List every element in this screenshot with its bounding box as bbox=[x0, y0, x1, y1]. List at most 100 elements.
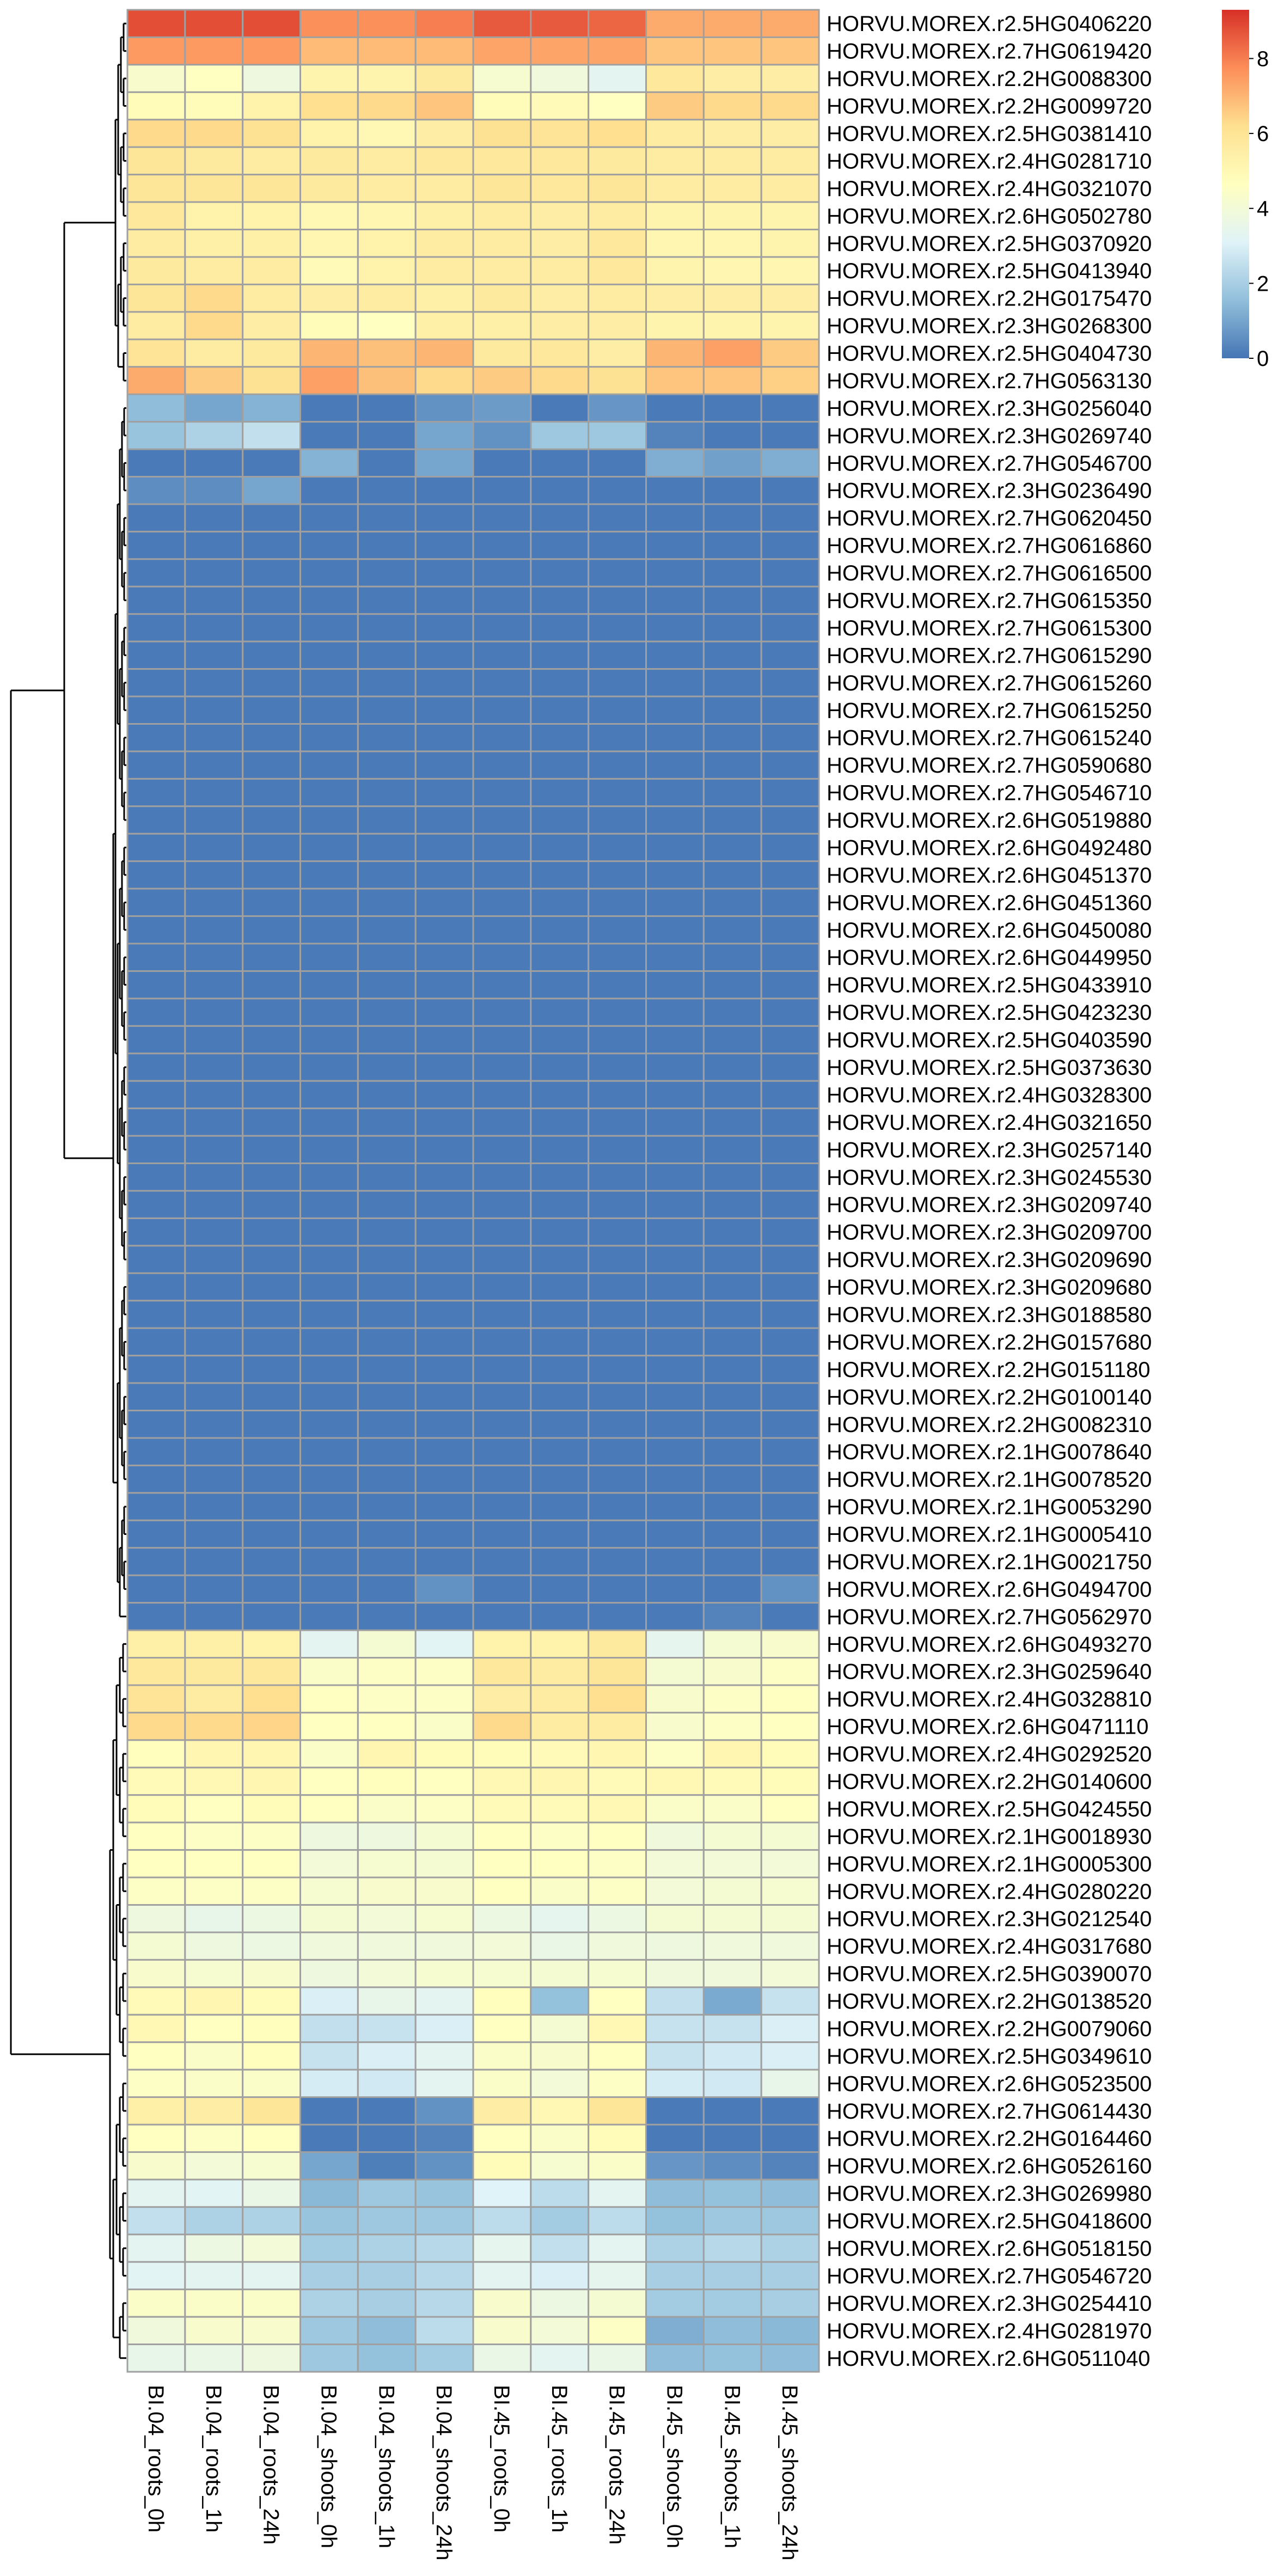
heatmap-cell bbox=[645, 613, 705, 643]
legend-tick-label: 6 bbox=[1257, 122, 1269, 146]
row-label: HORVU.MOREX.r2.6HG0449950 bbox=[827, 946, 1152, 970]
heatmap-cell bbox=[760, 1108, 820, 1137]
heatmap-cell bbox=[299, 1437, 359, 1466]
heatmap-cell bbox=[702, 1986, 762, 2016]
heatmap-cell bbox=[472, 256, 532, 285]
heatmap-cell bbox=[760, 1519, 820, 1549]
heatmap-cell bbox=[760, 393, 820, 423]
heatmap-cell bbox=[242, 833, 302, 862]
heatmap-cell bbox=[530, 1327, 590, 1357]
heatmap-cell bbox=[357, 998, 417, 1027]
heatmap-cell bbox=[530, 9, 590, 38]
heatmap-cell bbox=[760, 1464, 820, 1494]
heatmap-cell bbox=[242, 1931, 302, 1961]
heatmap-cell bbox=[760, 201, 820, 231]
heatmap-cell bbox=[184, 530, 244, 560]
heatmap-cell bbox=[588, 2069, 647, 2098]
heatmap-cell bbox=[588, 1025, 647, 1055]
row-label: HORVU.MOREX.r2.2HG0138520 bbox=[827, 1990, 1152, 2014]
heatmap-cell bbox=[184, 1437, 244, 1466]
heatmap-cell bbox=[414, 1986, 474, 2016]
heatmap-cell bbox=[357, 174, 417, 203]
heatmap-cell bbox=[126, 2069, 186, 2098]
heatmap-cell bbox=[530, 2014, 590, 2043]
heatmap-cell bbox=[299, 613, 359, 643]
heatmap-cell bbox=[472, 585, 532, 615]
heatmap-cell bbox=[126, 888, 186, 917]
heatmap-cell bbox=[645, 1437, 705, 1466]
heatmap-cell bbox=[126, 366, 186, 395]
row-label: HORVU.MOREX.r2.7HG0619420 bbox=[827, 40, 1152, 64]
heatmap-cell bbox=[414, 805, 474, 835]
heatmap-cell bbox=[299, 2289, 359, 2318]
heatmap-cell bbox=[184, 229, 244, 258]
heatmap-cell bbox=[184, 1711, 244, 1741]
heatmap-cell bbox=[414, 119, 474, 148]
heatmap-cell bbox=[414, 1629, 474, 1659]
heatmap-cell bbox=[645, 1629, 705, 1659]
heatmap-cell bbox=[645, 1190, 705, 1219]
row-label: HORVU.MOREX.r2.4HG0280220 bbox=[827, 1880, 1152, 1904]
heatmap-cell bbox=[760, 2261, 820, 2291]
heatmap-cell bbox=[184, 174, 244, 203]
heatmap-cell bbox=[645, 1327, 705, 1357]
heatmap-cell bbox=[588, 805, 647, 835]
heatmap-cell bbox=[357, 1382, 417, 1412]
heatmap-cell bbox=[299, 805, 359, 835]
heatmap-cell bbox=[357, 36, 417, 66]
heatmap-cell bbox=[242, 366, 302, 395]
heatmap-cell bbox=[645, 1300, 705, 1329]
heatmap-cell bbox=[588, 915, 647, 945]
heatmap-cell bbox=[760, 2179, 820, 2208]
heatmap-cell bbox=[184, 1464, 244, 1494]
heatmap-cell bbox=[357, 283, 417, 313]
heatmap-cell bbox=[184, 338, 244, 368]
heatmap-cell bbox=[530, 695, 590, 725]
row-label: HORVU.MOREX.r2.2HG0164460 bbox=[827, 2127, 1152, 2151]
heatmap-cell bbox=[126, 1959, 186, 1988]
row-label: HORVU.MOREX.r2.6HG0494700 bbox=[827, 1577, 1152, 1601]
legend-colorbar bbox=[1222, 10, 1249, 358]
heatmap-cell bbox=[242, 1794, 302, 1824]
heatmap-cell bbox=[760, 860, 820, 890]
heatmap-cell bbox=[588, 1410, 647, 1439]
heatmap-cell bbox=[530, 1492, 590, 1521]
heatmap-cell bbox=[702, 2096, 762, 2126]
heatmap-cell bbox=[414, 750, 474, 780]
heatmap-cell bbox=[299, 2316, 359, 2346]
heatmap-cell bbox=[126, 723, 186, 752]
heatmap-cell bbox=[588, 695, 647, 725]
heatmap-cell bbox=[702, 1410, 762, 1439]
heatmap-cell bbox=[472, 119, 532, 148]
heatmap-cell bbox=[357, 1245, 417, 1274]
heatmap-cell bbox=[702, 1574, 762, 1604]
heatmap-cell bbox=[530, 613, 590, 643]
heatmap-cell bbox=[645, 1904, 705, 1933]
heatmap-cell bbox=[530, 860, 590, 890]
heatmap-cell bbox=[184, 2316, 244, 2346]
heatmap-cell bbox=[126, 1410, 186, 1439]
heatmap-cell bbox=[242, 283, 302, 313]
heatmap-cell bbox=[414, 1739, 474, 1769]
heatmap-cell bbox=[126, 256, 186, 285]
heatmap-cell bbox=[126, 1519, 186, 1549]
heatmap-cell bbox=[357, 1849, 417, 1879]
heatmap-cell bbox=[588, 888, 647, 917]
heatmap-cell bbox=[760, 1492, 820, 1521]
heatmap-cell bbox=[588, 1217, 647, 1247]
heatmap-cell bbox=[126, 2151, 186, 2181]
row-labels: HORVU.MOREX.r2.5HG0406220 HORVU.MOREX.r2.… bbox=[827, 12, 1152, 2371]
heatmap-cell bbox=[645, 970, 705, 1000]
heatmap-cell bbox=[760, 476, 820, 505]
heatmap-cell bbox=[645, 1602, 705, 1631]
heatmap-cell bbox=[588, 1959, 647, 1988]
heatmap-cell bbox=[645, 64, 705, 93]
heatmap-cell bbox=[702, 750, 762, 780]
heatmap-cell bbox=[588, 256, 647, 285]
heatmap-cell bbox=[242, 778, 302, 807]
heatmap-cell bbox=[760, 1657, 820, 1686]
row-label: HORVU.MOREX.r2.6HG0451360 bbox=[827, 891, 1152, 915]
heatmap-cell bbox=[702, 915, 762, 945]
heatmap-cell bbox=[184, 2179, 244, 2208]
heatmap-cell bbox=[645, 476, 705, 505]
